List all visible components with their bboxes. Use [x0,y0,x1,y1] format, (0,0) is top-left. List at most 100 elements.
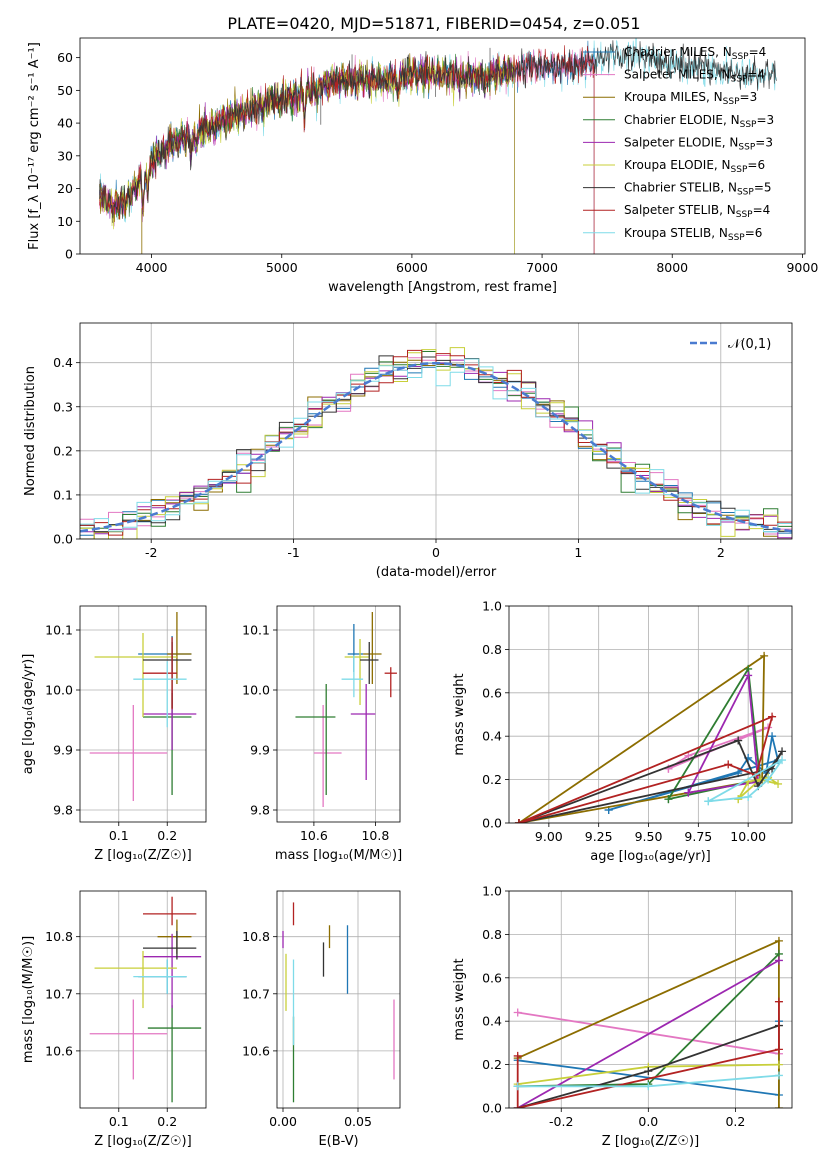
x-tick-label: 9.00 [535,829,563,844]
y-tick-label: 0.0 [482,1101,502,1116]
weight-line [518,654,766,823]
legend-subscript: SSP [731,165,748,175]
spectrum-plot: 4000 5000 6000 7000 8000 9000 0 10 20 30 40 50 60 wav… [27,37,818,295]
x-axis-label: mass [log₁₀(M/M☉)] [275,848,402,863]
y-tick-label: 9.8 [53,803,73,818]
legend-label: Salpeter MILES, NSSP=4 [624,68,765,85]
y-tick-label: 0.3 [53,399,73,414]
legend-label: Salpeter STELIB, NSSP=4 [624,203,770,220]
y-tick-label: 0.0 [482,816,502,831]
weight-marker [778,756,787,765]
x-tick-label: 0.0 [638,1114,658,1129]
axes-frame [79,37,806,255]
y-tick-label: 60 [57,50,73,65]
weight-marker [644,1067,653,1076]
legend-text: Chabrier ELODIE, N [624,113,740,127]
weight-marker [774,1060,783,1069]
x-tick-label: 9.75 [684,829,712,844]
weight-marker [774,1045,783,1054]
x-tick-label: 0.1 [109,828,129,843]
weight-marker [513,1082,522,1091]
plot-area [513,936,783,1108]
y-tick-label: 20 [57,181,73,196]
y-axis-label: mass weight [452,958,467,1040]
y-tick-label: 0 [65,247,73,262]
y-tick-label: 0.4 [482,1014,502,1029]
legend-label: Kroupa STELIB, NSSP=6 [624,226,762,243]
legend-label: 𝒩(0,1) [728,337,771,352]
y-tick-label: 0.2 [482,772,502,787]
x-tick-label: 0.2 [157,828,177,843]
legend-label: Chabrier STELIB, NSSP=5 [624,181,772,198]
y-tick-label: 0.6 [482,685,502,700]
axes-frame [508,605,793,824]
legend-value: =4 [749,45,767,59]
mass-weight-vs-metallicity-plot: -0.2 0.0 0.2 0.0 0.2 0.4 0.6 0.8 1.0 Z [log₁₀(Z/Z… [452,884,793,1149]
weight-marker [734,736,743,745]
y-tick-label: 50 [57,83,73,98]
legend-value: =3 [740,90,758,104]
x-tick-label: 1 [574,545,582,560]
legend-value: =5 [754,181,772,195]
weight-line [516,1001,780,1108]
weight-marker [774,936,783,945]
plot-area [80,347,792,539]
y-tick-label: 0.4 [482,729,502,744]
weight-line [518,715,774,823]
y-tick-label: 40 [57,116,73,131]
legend-value: =6 [745,226,763,240]
legend-text: Chabrier STELIB, N [624,181,737,195]
legend-subscript: SSP [738,142,755,152]
x-tick-label: 9.50 [635,829,663,844]
weight-marker [644,1082,653,1091]
axes-frame [508,890,793,1109]
histogram-step [80,349,792,536]
y-tick-label: 10 [57,214,73,229]
y-tick-label: 0.8 [482,642,502,657]
weight-marker [774,956,783,965]
x-axis-label: Z [log₁₀(Z/Z☉)] [94,848,191,863]
y-tick-label: 30 [57,148,73,163]
y-tick-label: 1.0 [482,599,502,614]
x-tick-label: 10.00 [730,829,766,844]
figure-title: PLATE=0420, MJD=51871, FIBERID=0454, z=0… [227,14,640,33]
plot-area [282,902,395,1103]
y-axis-label: age [log₁₀(age/yr)] [21,654,36,775]
weight-marker [768,712,777,721]
legend-value: =3 [755,135,773,149]
x-tick-label: 0.1 [109,1114,129,1129]
y-axis-label: mass weight [452,673,467,755]
x-tick-label: 0.00 [269,1114,297,1129]
x-axis-label: wavelength [Angstrom, rest frame] [328,280,557,295]
weight-marker [744,671,753,680]
legend-label: Chabrier ELODIE, NSSP=3 [624,113,774,130]
y-tick-label: 10.7 [242,986,270,1001]
x-tick-label: 7000 [526,260,558,275]
weight-marker [774,997,783,1006]
legend-text: Salpeter STELIB, N [624,203,736,217]
legend-subscript: SSP [732,52,749,62]
axes-frame [276,605,401,823]
y-axis-label: mass [log₁₀(M/M☉)] [21,936,36,1063]
weight-marker [704,797,713,806]
legend-subscript: SSP [731,75,748,85]
legend-text: Salpeter ELODIE, N [624,135,738,149]
legend-text: Kroupa ELODIE, N [624,158,731,172]
y-tick-label: 1.0 [482,884,502,899]
x-axis-label: age [log₁₀(age/yr)] [590,849,711,864]
plot-area [89,896,202,1103]
x-tick-label: 10.6 [300,828,328,843]
x-axis-label: E(B-V) [318,1134,358,1149]
plot-area [295,612,397,807]
series-line [99,40,777,219]
weight-marker [778,747,787,756]
weight-marker [774,779,783,788]
weight-marker [764,775,773,784]
legend-text: Kroupa MILES, N [624,90,723,104]
y-tick-label: 0.2 [53,443,73,458]
legend-text: Kroupa STELIB, N [624,226,728,240]
age-vs-metallicity-plot: 0.1 0.2 9.8 9.9 10.0 10.1 Z [log₁₀(Z/Z☉)] age [… [21,605,207,863]
legend-label: Kroupa MILES, NSSP=3 [624,90,757,107]
y-tick-label: 10.0 [45,683,73,698]
